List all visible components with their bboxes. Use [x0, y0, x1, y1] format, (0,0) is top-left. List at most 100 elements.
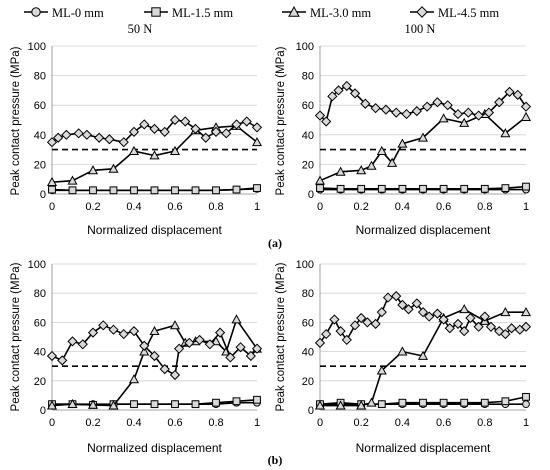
data-point	[473, 321, 484, 332]
data-point	[452, 108, 464, 120]
data-point	[139, 346, 150, 356]
data-point	[109, 186, 118, 195]
series-ml-1-5-mm	[48, 184, 261, 195]
series-ml-4-5-mm	[46, 320, 263, 381]
data-point	[321, 328, 332, 340]
data-point	[104, 134, 115, 145]
data-point	[397, 299, 408, 310]
data-point	[362, 317, 373, 328]
data-point	[210, 336, 222, 346]
data-point	[376, 365, 387, 375]
data-point	[57, 355, 68, 366]
data-point	[459, 326, 470, 337]
data-point	[398, 398, 407, 407]
data-point	[442, 100, 453, 111]
data-point	[411, 106, 422, 117]
y-tick-label: 20	[34, 376, 46, 388]
y-tick-label: 0	[308, 405, 314, 417]
y-tick-label: 100	[28, 41, 46, 53]
data-point	[191, 186, 200, 195]
x-tick-label: 0.8	[208, 417, 223, 429]
data-point	[61, 129, 72, 140]
series-ml-4-5-mm	[46, 114, 263, 148]
data-point	[87, 327, 99, 338]
data-point	[459, 304, 470, 314]
data-point	[225, 352, 236, 363]
data-point	[212, 398, 220, 407]
data-point	[520, 306, 532, 317]
x-tick-label: 0.8	[208, 201, 223, 213]
data-point	[149, 350, 160, 362]
data-point	[173, 343, 185, 354]
data-point	[184, 337, 195, 348]
data-point	[411, 298, 422, 309]
data-point	[432, 308, 443, 319]
data-point	[245, 350, 256, 362]
x-tick-label: 0.6	[436, 201, 451, 213]
data-point	[366, 160, 377, 170]
data-point	[444, 323, 455, 334]
x-tick-label: 0.4	[126, 201, 141, 213]
data-point	[314, 337, 326, 348]
data-point	[149, 150, 160, 160]
y-tick-label: 60	[34, 317, 46, 329]
y-tick-label: 80	[34, 288, 46, 300]
data-point	[253, 395, 261, 404]
series-line	[319, 84, 527, 124]
y-tick-label: 100	[296, 41, 314, 53]
data-point	[376, 145, 387, 155]
data-point	[108, 324, 119, 335]
y-tick-label: 20	[34, 159, 46, 171]
x-tick-label: 0	[49, 417, 55, 429]
data-point	[191, 400, 200, 409]
x-tick-label: 0.4	[395, 417, 410, 429]
y-tick-label: 80	[34, 71, 46, 83]
legend-item-1: ML-0 mm	[24, 6, 104, 20]
data-point	[500, 306, 511, 317]
data-point	[180, 116, 191, 127]
x-tick-label: 0.6	[167, 417, 182, 429]
data-point	[391, 291, 402, 302]
data-point	[422, 101, 433, 112]
data-point	[366, 397, 377, 407]
x-tick-label: 0.4	[395, 201, 410, 213]
x-tick-label: 0.6	[167, 201, 182, 213]
data-point	[504, 86, 515, 97]
data-point	[403, 304, 414, 315]
data-point	[419, 398, 427, 407]
x-tick-label: 0.4	[126, 417, 141, 429]
data-point	[480, 184, 489, 193]
data-point	[438, 113, 449, 123]
data-point	[329, 314, 340, 325]
data-point	[506, 323, 517, 334]
x-tick-label: 0.8	[477, 201, 492, 213]
data-point	[479, 311, 490, 322]
data-point	[139, 119, 150, 130]
data-point	[380, 104, 392, 115]
data-point	[473, 110, 484, 121]
chart-title: 50 N	[128, 22, 153, 36]
data-point	[370, 318, 381, 329]
x-tick-label: 0.2	[85, 201, 100, 213]
y-tick-label: 100	[28, 259, 46, 271]
data-point	[382, 292, 394, 303]
data-point	[327, 91, 338, 102]
data-point	[500, 328, 511, 340]
data-point	[401, 108, 412, 120]
data-point	[67, 336, 78, 347]
y-tick-label: 80	[302, 71, 314, 83]
legend-label: ML-3.0 mm	[310, 6, 371, 20]
data-point	[241, 116, 252, 127]
y-tick-label: 60	[302, 100, 314, 112]
y-tick-label: 60	[34, 100, 46, 112]
data-point	[522, 400, 530, 409]
data-point	[417, 350, 429, 360]
y-tick-label: 0	[40, 189, 46, 201]
y-axis-label: Peak contact pressure (MPa)	[10, 262, 22, 411]
data-point	[459, 117, 470, 127]
data-point	[159, 364, 170, 375]
data-point	[360, 98, 371, 109]
legend-label: ML-4.5 mm	[438, 6, 499, 20]
data-point	[522, 392, 530, 401]
data-point	[512, 89, 523, 100]
